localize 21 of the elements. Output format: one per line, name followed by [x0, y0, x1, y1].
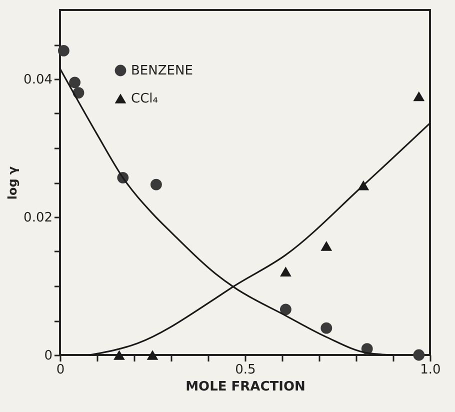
y-tick-label: 0.02 — [24, 210, 52, 226]
point — [150, 178, 162, 190]
y-axis-title: log γ — [6, 166, 20, 200]
point — [58, 45, 70, 56]
point — [280, 304, 292, 316]
point — [320, 241, 332, 251]
x-tick-label: 0.5 — [235, 362, 256, 378]
x-tick-label: 0 — [56, 362, 65, 378]
point — [413, 91, 425, 102]
legend-label: BENZENE — [131, 64, 193, 78]
x-axis-title: MOLE FRACTION — [186, 380, 306, 394]
y-tick-label: 0.04 — [24, 72, 52, 88]
point — [280, 266, 292, 276]
point — [69, 76, 80, 88]
y-tick-label: 0 — [44, 348, 52, 364]
point — [146, 350, 158, 360]
point — [413, 349, 425, 361]
point — [114, 350, 125, 360]
point — [320, 322, 332, 334]
x-tick-label: 1.0 — [420, 362, 441, 378]
legend-label: CCl₄ — [131, 92, 158, 106]
